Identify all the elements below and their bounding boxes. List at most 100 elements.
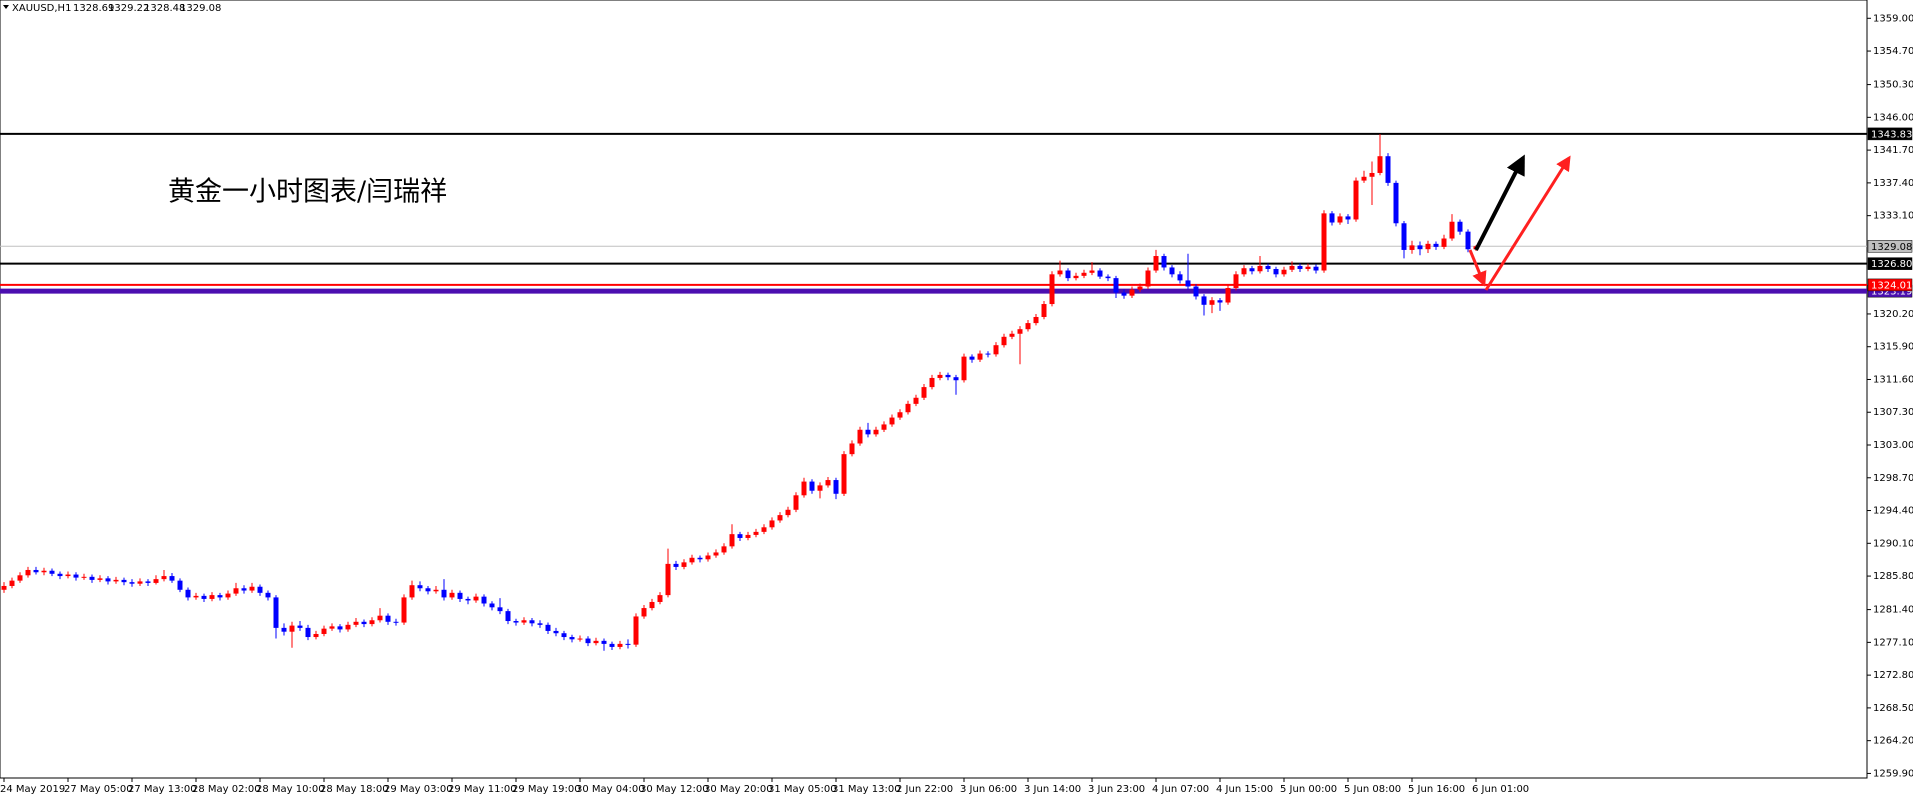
y-tick-label: 1320.20: [1873, 309, 1913, 320]
candle-body: [377, 615, 383, 621]
candle-body: [1441, 238, 1447, 247]
axis-labels: 1359.00 1354.70 1350.30 1346.00 1341.70 1337.…: [0, 13, 1913, 795]
level-label-box: [1867, 278, 1913, 292]
y-tick-label: 1350.30: [1873, 80, 1913, 91]
candle-body: [1449, 221, 1455, 239]
candle-body: [297, 625, 303, 628]
x-tick-label: 3 Jun 23:00: [1088, 784, 1145, 795]
candle-body: [313, 633, 319, 638]
candle-body: [577, 638, 583, 640]
candle-body: [289, 625, 295, 632]
candle-body: [601, 640, 607, 644]
candle-body: [833, 480, 839, 494]
candle-body: [1401, 223, 1407, 250]
x-tick-label: 24 May 2019: [0, 784, 65, 795]
y-tick-label: 1354.70: [1873, 46, 1913, 57]
x-tick-label: 31 May 05:00: [768, 784, 837, 795]
y-tick-label: 1268.50: [1873, 703, 1913, 714]
candle-body: [1121, 292, 1127, 296]
y-tick-label: 1281.40: [1873, 605, 1913, 616]
candle-body: [73, 574, 79, 578]
candle-body: [681, 562, 687, 567]
candle-body: [537, 623, 543, 625]
candle-body: [881, 424, 887, 430]
y-tick-label: 1315.90: [1873, 342, 1913, 353]
candle-body: [721, 546, 727, 553]
candle-body: [1105, 276, 1111, 279]
candle-body: [1145, 270, 1151, 287]
y-tick-label: 1311.60: [1873, 374, 1913, 385]
candle-body: [1273, 268, 1279, 275]
candle-body: [1369, 172, 1375, 177]
candle-body: [937, 374, 943, 378]
candle-body: [1137, 286, 1143, 290]
candle-body: [793, 495, 799, 510]
candle-body: [1465, 231, 1471, 250]
candle-body: [673, 563, 679, 567]
candle-body: [409, 585, 415, 598]
candle-body: [1049, 274, 1055, 305]
candle-body: [457, 592, 463, 599]
candle-body: [33, 569, 39, 573]
candle-body: [329, 626, 335, 629]
candle-body: [1417, 245, 1423, 250]
candle-body: [1361, 176, 1367, 181]
candle-body: [529, 620, 535, 624]
candle-body: [497, 607, 503, 612]
x-tick-label: 30 May 04:00: [576, 784, 645, 795]
candle-body: [209, 595, 215, 599]
candle-body: [249, 586, 255, 591]
candle-body: [1025, 323, 1031, 330]
candle-body: [1297, 265, 1303, 269]
candle-body: [1345, 216, 1351, 220]
candle-body: [849, 443, 855, 455]
candle-body: [65, 574, 71, 577]
level-label: 1343.83: [1871, 129, 1912, 140]
candle-body: [1425, 243, 1431, 250]
candle-body: [1289, 265, 1295, 270]
x-tick-label: 4 Jun 15:00: [1216, 784, 1273, 795]
level-label-box: [1867, 257, 1913, 270]
candle-body: [161, 576, 167, 580]
open-value: 1328.69: [73, 3, 114, 14]
x-tick-label: 5 Jun 00:00: [1280, 784, 1337, 795]
candle-body: [121, 579, 127, 583]
y-tick-label: 1294.40: [1873, 506, 1913, 517]
candle-body: [761, 527, 767, 532]
y-tick-label: 1298.70: [1873, 473, 1913, 484]
candle-body: [97, 578, 103, 580]
x-tick-label: 28 May 10:00: [256, 784, 325, 795]
candle-body: [993, 345, 999, 355]
candle-body: [1265, 265, 1271, 269]
candle-body: [105, 578, 111, 582]
y-tick-label: 1285.80: [1873, 571, 1913, 582]
candle-body: [1169, 267, 1175, 275]
candle-body: [449, 592, 455, 598]
annotation: 黄金一小时图表/闫瑞祥: [168, 177, 447, 208]
x-tick-label: 30 May 20:00: [704, 784, 773, 795]
y-tick-label: 1359.00: [1873, 13, 1913, 24]
menu-triangle[interactable]: [3, 5, 9, 9]
candle-body: [801, 481, 807, 496]
x-tick-label: 5 Jun 16:00: [1408, 784, 1465, 795]
candle-body: [401, 597, 407, 623]
candle-body: [417, 585, 423, 589]
candle-body: [641, 608, 647, 617]
candle-body: [113, 579, 119, 582]
y-tick-label: 1307.30: [1873, 407, 1913, 418]
candle-body: [977, 353, 983, 360]
y-tick-label: 1346.00: [1873, 112, 1913, 123]
candle-body: [145, 581, 151, 583]
y-tick-label: 1303.00: [1873, 440, 1913, 451]
candle-body: [665, 563, 671, 596]
candle-body: [897, 412, 903, 418]
candle-body: [1329, 213, 1335, 223]
candle-body: [257, 586, 263, 593]
candle-body: [809, 481, 815, 491]
candle-body: [481, 596, 487, 604]
x-tick-label: 28 May 18:00: [320, 784, 389, 795]
x-tick-label: 3 Jun 14:00: [1024, 784, 1081, 795]
candle-body: [649, 601, 655, 609]
candle-body: [969, 356, 975, 360]
